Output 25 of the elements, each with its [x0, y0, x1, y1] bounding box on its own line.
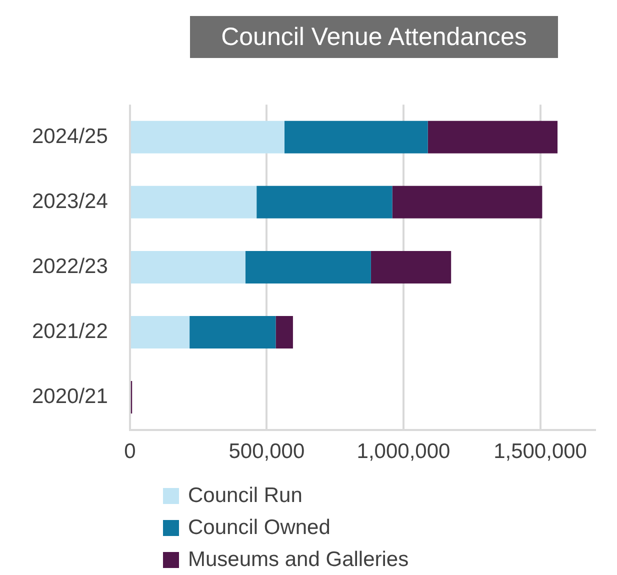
bar	[190, 316, 276, 348]
legend-label: Museums and Galleries	[188, 548, 409, 572]
y-tick-label: 2020/21	[32, 385, 108, 408]
bar	[130, 316, 190, 348]
bar	[130, 250, 246, 284]
legend-label: Council Owned	[188, 516, 330, 540]
x-tick-label: 1,000,000	[356, 440, 450, 464]
bar	[428, 120, 558, 154]
x-tick-label: 0	[124, 440, 136, 464]
chart-title: Council Venue Attendances	[190, 16, 558, 58]
bar	[130, 186, 257, 218]
y-tick-label: 2023/24	[32, 190, 108, 213]
bar	[392, 186, 542, 218]
bar	[370, 250, 452, 284]
bar	[276, 316, 293, 348]
bar	[130, 120, 284, 154]
bar	[245, 250, 371, 284]
y-tick-label: 2022/23	[32, 254, 108, 278]
y-tick-label: 2024/25	[32, 124, 108, 148]
bar	[284, 120, 428, 154]
x-tick-label: 500,000	[228, 440, 305, 464]
y-tick-label: 2021/22	[32, 320, 108, 344]
x-tick-label: 1,500,000	[494, 440, 587, 464]
bar	[256, 186, 392, 218]
legend-label: Council Run	[188, 484, 302, 508]
